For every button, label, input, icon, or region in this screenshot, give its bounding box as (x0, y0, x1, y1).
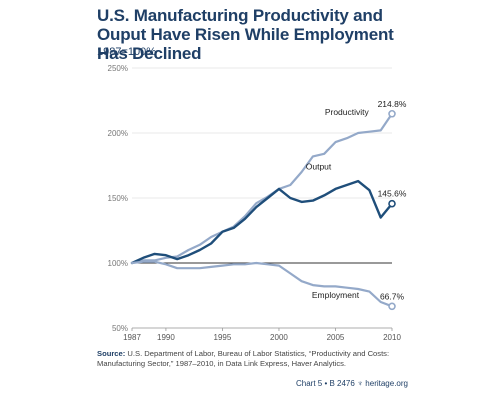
chart-labels: 214.8% Productivity 145.6% Output 66.7% Emplo… (306, 99, 407, 302)
y-tick-label: 250% (108, 64, 128, 73)
chart-id: Chart 5 • B 2476 (295, 379, 355, 388)
chart-title: U.S. Manufacturing Productivity and Oupu… (97, 6, 394, 63)
chart-subtitle: 1987=100% (97, 46, 157, 58)
source-note: Source: U.S. Department of Labor, Bureau… (97, 349, 427, 369)
series-line-output (130, 179, 394, 265)
x-tick-label: 1990 (157, 333, 175, 342)
endpoint-marker-output (388, 199, 396, 208)
chart-footer: Chart 5 • B 2476 ♆ heritage.org (296, 379, 408, 388)
x-tick-label: 1995 (214, 333, 232, 342)
series-name-label-employment: Employment (312, 290, 360, 300)
heritage-logo-icon: ♆ (357, 379, 364, 388)
source-text: U.S. Department of Labor, Bureau of Labo… (97, 349, 390, 368)
series-name-label-output: Output (306, 161, 332, 171)
x-tick-label: 2005 (327, 333, 345, 342)
x-tick-label: 2000 (270, 333, 288, 342)
y-tick-label: 50% (112, 324, 128, 333)
y-tick-label: 200% (108, 129, 128, 138)
series-line-productivity (130, 112, 394, 265)
chart-series (130, 109, 396, 311)
x-tick-label: 2010 (383, 333, 401, 342)
endpoint-marker-productivity (388, 109, 396, 118)
end-value-label-output: 145.6% (378, 189, 407, 199)
end-value-label-productivity: 214.8% (378, 99, 407, 109)
brand-link[interactable]: heritage.org (365, 379, 408, 388)
series-line-employment (130, 260, 394, 308)
y-tick-label: 100% (108, 259, 128, 268)
endpoint-marker-employment (388, 302, 396, 311)
source-label: Source: (97, 349, 126, 358)
y-tick-label: 150% (108, 194, 128, 203)
chart-axes: 50% 100% 150% 200% 250% 1987 1990 1995 2000 2005 2… (108, 64, 402, 342)
series-name-label-productivity: Productivity (325, 107, 370, 117)
x-tick-label: 1987 (123, 333, 141, 342)
end-value-label-employment: 66.7% (380, 291, 405, 301)
